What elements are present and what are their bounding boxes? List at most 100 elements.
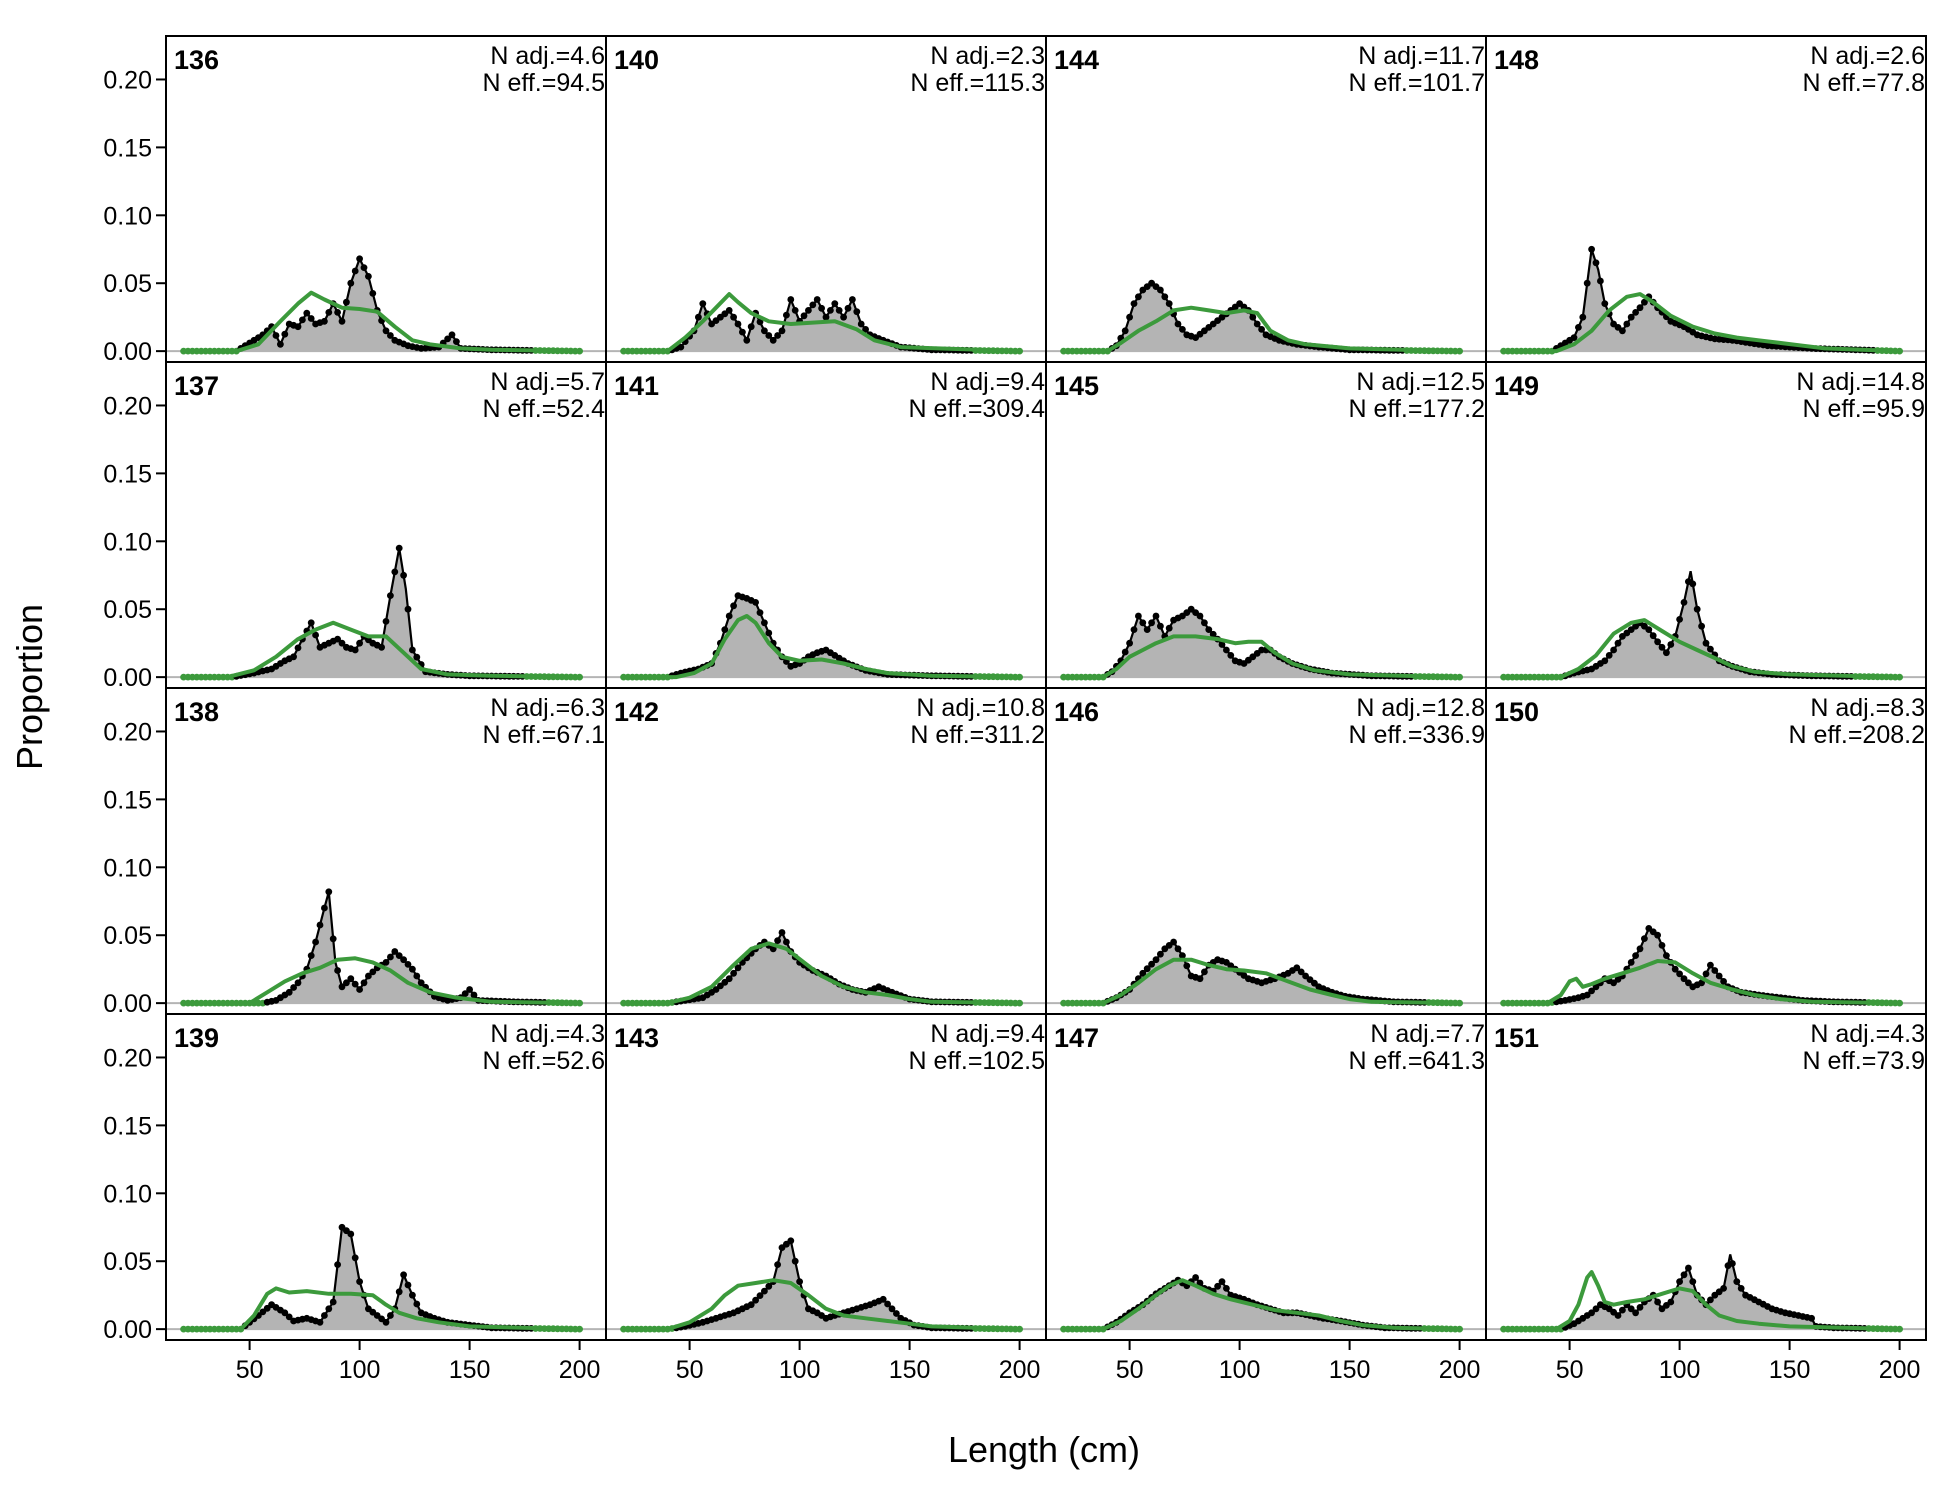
n-eff-label: N eff.=177.2 xyxy=(1349,395,1485,423)
axes: 0.00 0.05 0.10 0.15 0.20 0.00 0.05 0.10 0.15 0.20… xyxy=(103,66,1920,1384)
observed-point xyxy=(1707,1296,1714,1304)
observed-point xyxy=(853,308,861,316)
x-tick-label: 150 xyxy=(1769,1356,1811,1384)
panel-id-label: 148 xyxy=(1494,45,1539,75)
y-tick-label: 0.15 xyxy=(103,1112,152,1140)
y-tick-label: 0.05 xyxy=(103,1248,152,1276)
observed-point xyxy=(827,307,834,314)
n-eff-label: N eff.=101.7 xyxy=(1349,69,1485,97)
n-eff-label: N eff.=641.3 xyxy=(1349,1047,1485,1075)
y-tick-label: 0.15 xyxy=(103,134,152,162)
observed-area xyxy=(1063,283,1460,352)
panel-149: 149 N adj.=14.8N eff.=95.9 xyxy=(1485,361,1927,689)
observed-point xyxy=(747,323,755,331)
observed-point xyxy=(404,961,412,968)
observed-point xyxy=(382,1318,390,1326)
observed-point xyxy=(1179,326,1186,333)
observed-point xyxy=(1575,324,1582,331)
observed-point xyxy=(400,956,407,964)
panel-136: 136 N adj.=4.6N eff.=94.5 xyxy=(165,35,607,363)
observed-point xyxy=(769,336,777,344)
x-tick-label: 100 xyxy=(339,1356,381,1384)
observed-point xyxy=(743,336,751,344)
observed-point xyxy=(409,646,416,654)
observed-point xyxy=(1702,639,1710,647)
observed-point xyxy=(1583,279,1591,287)
y-tick-label: 0.10 xyxy=(103,528,152,556)
n-eff-label: N eff.=94.5 xyxy=(482,69,605,97)
observed-point xyxy=(413,972,421,980)
observed-point xyxy=(862,326,869,333)
observed-point xyxy=(395,952,403,959)
observed-point xyxy=(761,1287,768,1295)
panel-border xyxy=(1485,1013,1927,1341)
x-tick-label: 200 xyxy=(1439,1356,1481,1384)
observed-point xyxy=(721,626,729,633)
observed-point xyxy=(281,1309,289,1317)
observed-point xyxy=(1667,1298,1675,1306)
observed-area xyxy=(183,1227,580,1330)
observed-point xyxy=(453,338,460,345)
observed-point xyxy=(351,646,359,654)
x-tick-label: 100 xyxy=(1219,1356,1261,1384)
observed-point xyxy=(338,317,346,325)
observed-point xyxy=(787,1237,795,1245)
observed-point xyxy=(1293,964,1301,972)
observed-point xyxy=(395,544,403,552)
observed-point xyxy=(1161,293,1169,301)
observed-point xyxy=(1658,643,1666,651)
n-eff-label: N eff.=309.4 xyxy=(909,395,1046,423)
panel-id-label: 141 xyxy=(614,371,659,401)
observed-point xyxy=(303,309,311,317)
n-adj-label: N adj.=9.4 xyxy=(930,1020,1045,1048)
observed-point xyxy=(1685,1264,1692,1272)
expected-line xyxy=(623,292,1020,354)
observed-point xyxy=(1614,1312,1622,1319)
expected-line xyxy=(623,941,1020,1006)
observed-point xyxy=(1214,1282,1221,1290)
observed-point xyxy=(1627,1305,1635,1313)
expected-line xyxy=(183,290,580,354)
n-adj-label: N adj.=14.8 xyxy=(1796,368,1925,396)
observed-point xyxy=(1680,1271,1688,1279)
observed-line xyxy=(183,1225,580,1331)
observed-point xyxy=(1157,622,1164,630)
expected-line xyxy=(1063,634,1460,680)
expected-line xyxy=(183,620,580,680)
observed-point xyxy=(351,980,359,988)
observed-point xyxy=(409,965,416,973)
observed-point xyxy=(382,959,390,966)
observed-point xyxy=(761,619,768,627)
observed-point xyxy=(1183,962,1191,970)
observed-point xyxy=(347,1230,355,1238)
n-adj-label: N adj.=12.5 xyxy=(1356,368,1485,396)
observed-point xyxy=(356,1278,363,1285)
observed-point xyxy=(1143,626,1151,633)
observed-point xyxy=(321,317,328,325)
observed-point xyxy=(818,304,825,312)
observed-point xyxy=(1148,619,1155,627)
n-adj-label: N adj.=7.7 xyxy=(1370,1020,1485,1048)
observed-point xyxy=(884,1300,891,1308)
observed-point xyxy=(1201,968,1208,976)
observed-point xyxy=(338,983,346,991)
observed-point xyxy=(321,904,328,912)
expected-line xyxy=(1063,305,1460,354)
y-tick-label: 0.10 xyxy=(103,854,152,882)
observed-area xyxy=(623,299,1020,352)
observed-point xyxy=(1689,580,1697,588)
observed-point xyxy=(1258,326,1265,333)
panel-id-label: 151 xyxy=(1494,1023,1539,1053)
expected-line xyxy=(183,1286,580,1332)
observed-point xyxy=(294,644,302,652)
observed-point xyxy=(725,975,733,983)
expected-line xyxy=(183,956,580,1006)
panel-143: 143 N adj.=9.4N eff.=102.5 xyxy=(605,1013,1047,1341)
observed-point xyxy=(1645,626,1653,633)
observed-point xyxy=(1654,1298,1661,1306)
n-adj-label: N adj.=11.7 xyxy=(1358,42,1485,70)
panel-142: 142 N adj.=10.8N eff.=311.2 xyxy=(605,687,1047,1015)
observed-point xyxy=(1218,641,1226,648)
n-adj-label: N adj.=4.3 xyxy=(1810,1020,1925,1048)
